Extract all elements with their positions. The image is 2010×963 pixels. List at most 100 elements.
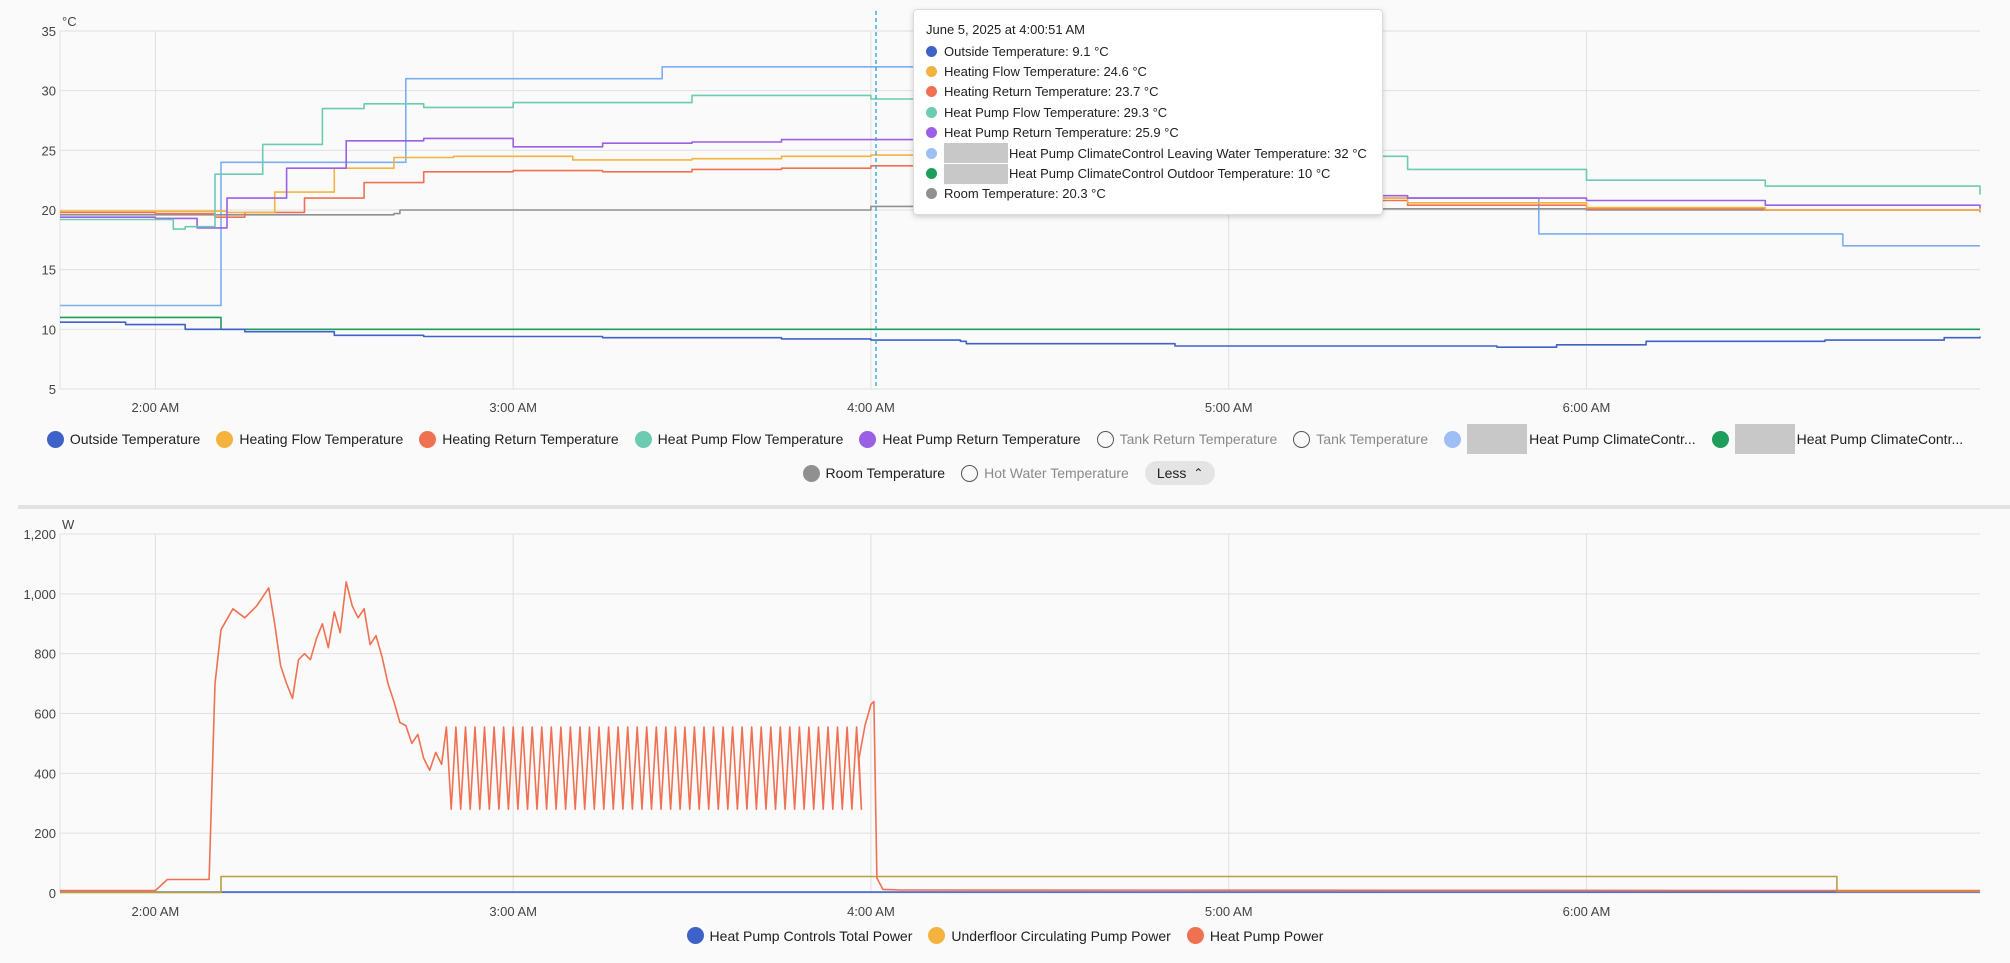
legend-label: Hot Water Temperature bbox=[984, 465, 1129, 481]
legend-item-heat-pump-climatecontr[interactable]: Heat Pump ClimateContr... bbox=[1444, 424, 1696, 454]
legend-item-heat-pump-controls-total-power[interactable]: Heat Pump Controls Total Power bbox=[686, 927, 913, 944]
legend-item-heating-return-temperature[interactable]: Heating Return Temperature bbox=[419, 430, 619, 448]
temp-series-heat-pump-return-temperature[interactable] bbox=[60, 137, 1981, 229]
tooltip-row: Heat Pump ClimateControl Leaving Water T… bbox=[926, 143, 1370, 164]
legend-item-underfloor-circulating-pump-power[interactable]: Underfloor Circulating Pump Power bbox=[928, 927, 1171, 944]
power-x-tick-label: 2:00 AM bbox=[132, 904, 180, 919]
legend-swatch bbox=[216, 430, 234, 448]
legend-swatch bbox=[928, 927, 946, 944]
legend-label: Outside Temperature bbox=[69, 431, 201, 447]
legend-label: Room Temperature bbox=[825, 465, 946, 481]
tooltip-row: Heating Flow Temperature: 24.6 °C bbox=[926, 61, 1370, 81]
tooltip-row-text: Room Temperature: 20.3 °C bbox=[944, 186, 1106, 202]
tooltip-row: Heat Pump ClimateControl Outdoor Tempera… bbox=[926, 163, 1370, 184]
legend-swatch bbox=[419, 430, 437, 448]
redacted-block bbox=[944, 163, 1008, 184]
temp-y-tick-label: 30 bbox=[42, 84, 56, 99]
temp-series-heat-pump-flow-temperature[interactable] bbox=[60, 94, 1981, 230]
legend-swatch bbox=[686, 927, 704, 944]
power-x-tick-label: 6:00 AM bbox=[1563, 904, 1611, 919]
tooltip-row-text: Heating Flow Temperature: 24.6 °C bbox=[944, 64, 1147, 80]
legend-swatch bbox=[859, 430, 877, 448]
temperature-chart[interactable]: 5 10 15 20 25 30 35 2:00 AM 3:00 AM 4:00 AM 5:00 A… bbox=[0, 0, 2010, 415]
tooltip-row-text: Heat Pump Flow Temperature: 29.3 °C bbox=[944, 104, 1168, 120]
temp-x-tick-label: 2:00 AM bbox=[132, 400, 180, 415]
power-x-tick-label: 3:00 AM bbox=[489, 904, 537, 919]
temp-series-outside-temperature[interactable] bbox=[60, 321, 1981, 348]
power-chart[interactable]: 0 200 400 600 800 1,000 1,200 2:00 AM 3:00 AM 4:0… bbox=[0, 510, 2010, 920]
temp-y-tick-label: 20 bbox=[42, 203, 56, 218]
power-chart-panel: 0 200 400 600 800 1,000 1,200 2:00 AM 3:00 AM 4:0… bbox=[0, 510, 2010, 963]
tooltip-swatch bbox=[926, 188, 937, 200]
temperature-legend: Outside Temperature Heating Flow Temperat… bbox=[0, 424, 2010, 454]
legend-item-tank-return-temperature[interactable]: Tank Return Temperature bbox=[1096, 430, 1278, 448]
legend-item-heat-pump-power[interactable]: Heat Pump Power bbox=[1186, 927, 1324, 944]
temp-x-tick-label: 3:00 AM bbox=[489, 400, 537, 415]
legend-label: Heating Return Temperature bbox=[442, 431, 619, 447]
temp-y-tick-label: 5 bbox=[49, 382, 56, 397]
legend-label: Heat Pump ClimateContr... bbox=[1796, 431, 1964, 447]
temp-y-tick-label: 25 bbox=[42, 143, 56, 158]
power-y-tick-label: 1,000 bbox=[23, 587, 56, 602]
legend-label: Heat Pump Return Temperature bbox=[882, 431, 1081, 447]
tooltip-row: Room Temperature: 20.3 °C bbox=[926, 184, 1370, 204]
legend-label: Heat Pump Power bbox=[1209, 927, 1324, 944]
tooltip-swatch bbox=[926, 66, 937, 78]
legend-swatch bbox=[1186, 927, 1204, 944]
power-series-underfloor-circulating-pump-power[interactable] bbox=[60, 875, 1980, 894]
legend-item-heat-pump-flow-temperature[interactable]: Heat Pump Flow Temperature bbox=[634, 430, 844, 448]
chart-tooltip: June 5, 2025 at 4:00:51 AM Outside Tempe… bbox=[913, 9, 1383, 215]
legend-swatch bbox=[1293, 430, 1311, 448]
legend-swatch bbox=[1711, 430, 1729, 448]
redacted-block bbox=[1467, 424, 1528, 454]
power-y-unit-label: W bbox=[62, 517, 75, 532]
legend-item-tank-temperature[interactable]: Tank Temperature bbox=[1293, 430, 1428, 448]
power-x-tick-label: 5:00 AM bbox=[1205, 904, 1253, 919]
temp-y-unit-label: °C bbox=[62, 14, 77, 29]
legend-label: Heating Flow Temperature bbox=[239, 431, 404, 447]
legend-label: Heat Pump Controls Total Power bbox=[709, 927, 913, 944]
legend-label: Heat Pump Flow Temperature bbox=[657, 431, 844, 447]
tooltip-swatch bbox=[926, 106, 937, 118]
legend-item-heat-pump-climatecontr[interactable]: Heat Pump ClimateContr... bbox=[1711, 424, 1964, 454]
temp-y-tick-label: 35 bbox=[42, 24, 56, 39]
legend-item-heat-pump-return-temperature[interactable]: Heat Pump Return Temperature bbox=[859, 430, 1081, 448]
tooltip-row-text: Heat Pump ClimateControl Outdoor Tempera… bbox=[1009, 166, 1331, 182]
power-x-tick-label: 4:00 AM bbox=[847, 904, 895, 919]
panel-divider bbox=[18, 505, 2010, 509]
legend-swatch bbox=[802, 464, 820, 482]
tooltip-swatch bbox=[926, 86, 937, 98]
tooltip-row-text: Heat Pump ClimateControl Leaving Water T… bbox=[1009, 145, 1367, 161]
power-y-tick-label: 400 bbox=[34, 766, 56, 781]
tooltip-row: Outside Temperature: 9.1 °C bbox=[926, 41, 1370, 61]
power-y-tick-label: 200 bbox=[34, 826, 56, 841]
power-series-heat-pump-power[interactable] bbox=[60, 581, 1981, 892]
power-y-tick-label: 1,200 bbox=[23, 527, 56, 542]
legend-swatch bbox=[1096, 430, 1114, 448]
temp-series-heat-pump-climatecontrol-leaving-water-temperature[interactable] bbox=[60, 66, 1980, 307]
tooltip-row: Heat Pump Return Temperature: 25.9 °C bbox=[926, 123, 1370, 143]
legend-item-outside-temperature[interactable]: Outside Temperature bbox=[46, 430, 201, 448]
legend-swatch bbox=[1444, 430, 1462, 448]
legend-swatch bbox=[634, 430, 652, 448]
tooltip-title: June 5, 2025 at 4:00:51 AM bbox=[926, 22, 1086, 37]
legend-swatch bbox=[961, 464, 979, 482]
tooltip-row-text: Heating Return Temperature: 23.7 °C bbox=[944, 84, 1159, 100]
legend-item-hot-water-temperature[interactable]: Hot Water Temperature bbox=[961, 464, 1129, 482]
legend-label: Tank Return Temperature bbox=[1119, 431, 1278, 447]
tooltip-swatch bbox=[926, 147, 937, 159]
legend-item-heating-flow-temperature[interactable]: Heating Flow Temperature bbox=[216, 430, 404, 448]
legend-less-button[interactable]: Less ⌃ bbox=[1144, 461, 1216, 485]
temp-series-heating-flow-temperature[interactable] bbox=[60, 154, 1981, 214]
tooltip-row-text: Outside Temperature: 9.1 °C bbox=[944, 43, 1109, 59]
chevron-up-icon: ⌃ bbox=[1193, 466, 1204, 480]
temperature-legend-row-2: Room Temperature Hot Water Temperature Les… bbox=[0, 461, 2010, 485]
tooltip-row: Heat Pump Flow Temperature: 29.3 °C bbox=[926, 102, 1370, 122]
power-y-tick-label: 600 bbox=[34, 707, 56, 722]
legend-label: Heat Pump ClimateContr... bbox=[1529, 431, 1696, 447]
legend-item-room-temperature[interactable]: Room Temperature bbox=[802, 464, 946, 482]
power-y-tick-label: 0 bbox=[49, 886, 56, 901]
temp-y-tick-label: 10 bbox=[42, 322, 56, 337]
temp-x-tick-label: 6:00 AM bbox=[1563, 400, 1611, 415]
temp-series-heat-pump-climatecontrol-outdoor-temperature[interactable] bbox=[60, 316, 1980, 331]
